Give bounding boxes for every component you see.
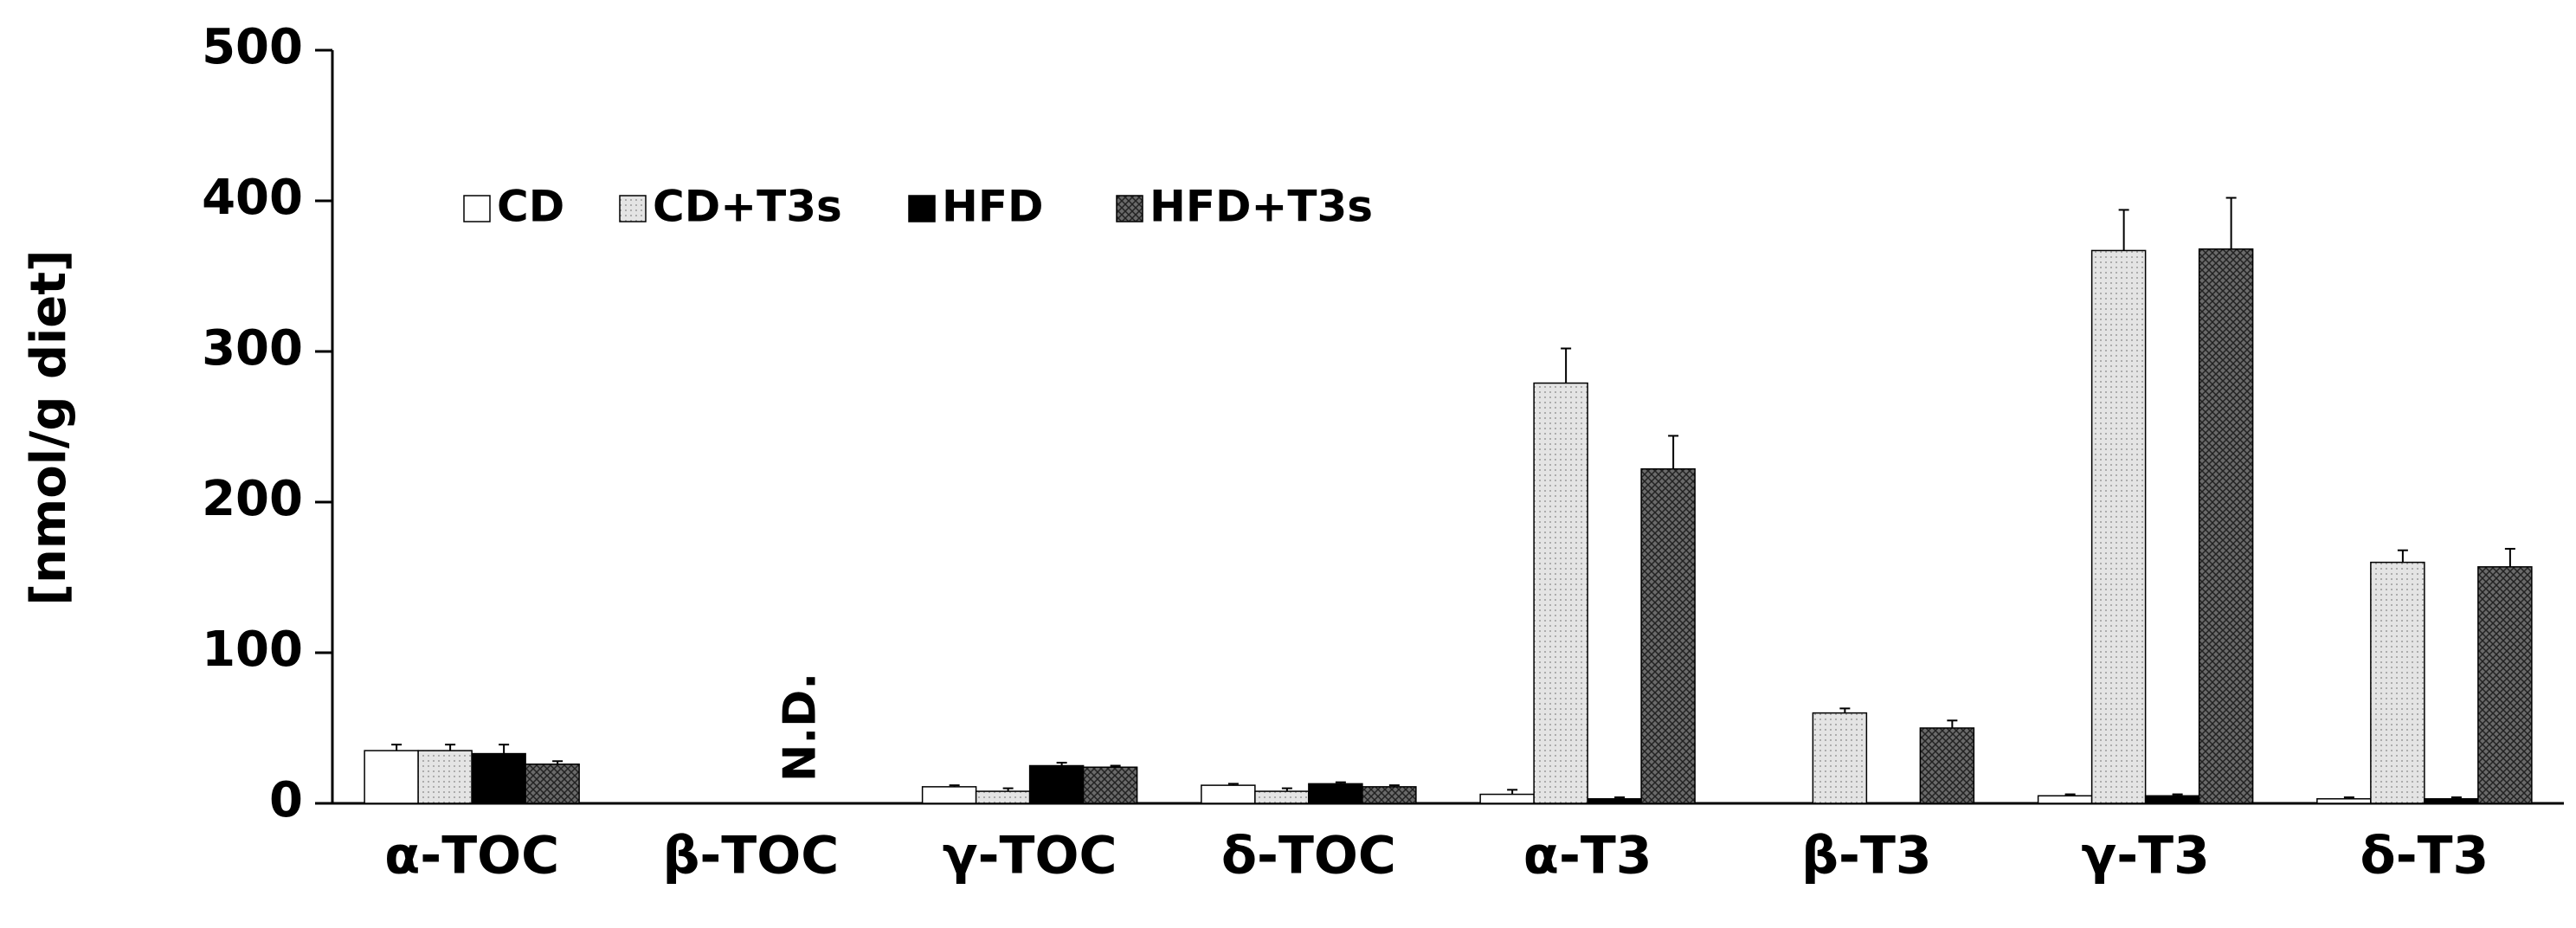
legend-label: CD+T3s (653, 182, 842, 232)
bar (2144, 795, 2200, 804)
bar (2316, 798, 2372, 804)
bar (2090, 249, 2147, 804)
y-tick-label: 100 (202, 622, 303, 678)
bar (2477, 566, 2533, 804)
bar (1640, 467, 1696, 804)
bar (1028, 764, 1085, 804)
y-tick-label: 300 (202, 320, 303, 377)
bar (1919, 727, 1975, 804)
bar (975, 790, 1031, 804)
bar (2370, 561, 2425, 804)
legend-swatch (463, 195, 491, 222)
bar (2424, 798, 2479, 804)
y-tick-label: 400 (202, 170, 303, 226)
bar (1479, 793, 1535, 804)
bar (525, 764, 580, 804)
bar (1362, 786, 1417, 804)
legend-swatch (619, 195, 647, 222)
x-tick-label: α-T3 (1523, 826, 1652, 886)
x-tick-label: β-TOC (662, 826, 839, 886)
bar (364, 750, 419, 804)
bar (1201, 784, 1256, 804)
bar (471, 752, 526, 804)
bar (1308, 783, 1363, 804)
annotation: N.D. (774, 673, 826, 782)
bar (1587, 798, 1642, 804)
legend-label: HFD+T3s (1150, 182, 1373, 232)
bar (1533, 382, 1588, 804)
bar (1812, 712, 1868, 804)
y-tick-label: 500 (202, 19, 303, 75)
x-tick-label: β-T3 (1801, 826, 1932, 886)
legend-label: HFD (942, 182, 1044, 232)
legend-swatch (908, 195, 936, 222)
y-tick-label: 0 (269, 772, 303, 828)
bar (2037, 795, 2093, 804)
bar (921, 786, 977, 804)
legend-label: CD (497, 182, 564, 232)
bar (1082, 766, 1138, 804)
bar (417, 750, 473, 804)
y-tick-label: 200 (202, 471, 303, 527)
x-tick-label: γ-T3 (2081, 826, 2209, 886)
bar (2198, 248, 2254, 804)
legend-swatch (1116, 195, 1143, 222)
x-tick-label: γ-TOC (943, 826, 1117, 886)
x-tick-label: α-TOC (384, 826, 559, 886)
y-axis-label: [nmol/g diet] (21, 249, 77, 605)
bar (1254, 790, 1310, 804)
x-tick-label: δ-TOC (1221, 826, 1396, 886)
x-tick-label: δ-T3 (2360, 826, 2489, 886)
